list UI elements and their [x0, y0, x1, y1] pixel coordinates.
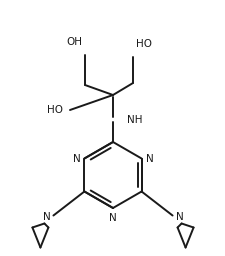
Text: OH: OH — [66, 37, 82, 47]
Text: N: N — [109, 213, 116, 223]
Text: HO: HO — [135, 39, 151, 49]
Text: N: N — [72, 154, 80, 164]
Text: N: N — [175, 212, 183, 222]
Text: HO: HO — [47, 105, 63, 115]
Text: N: N — [42, 212, 50, 222]
Text: NH: NH — [126, 115, 142, 125]
Text: N: N — [145, 154, 153, 164]
